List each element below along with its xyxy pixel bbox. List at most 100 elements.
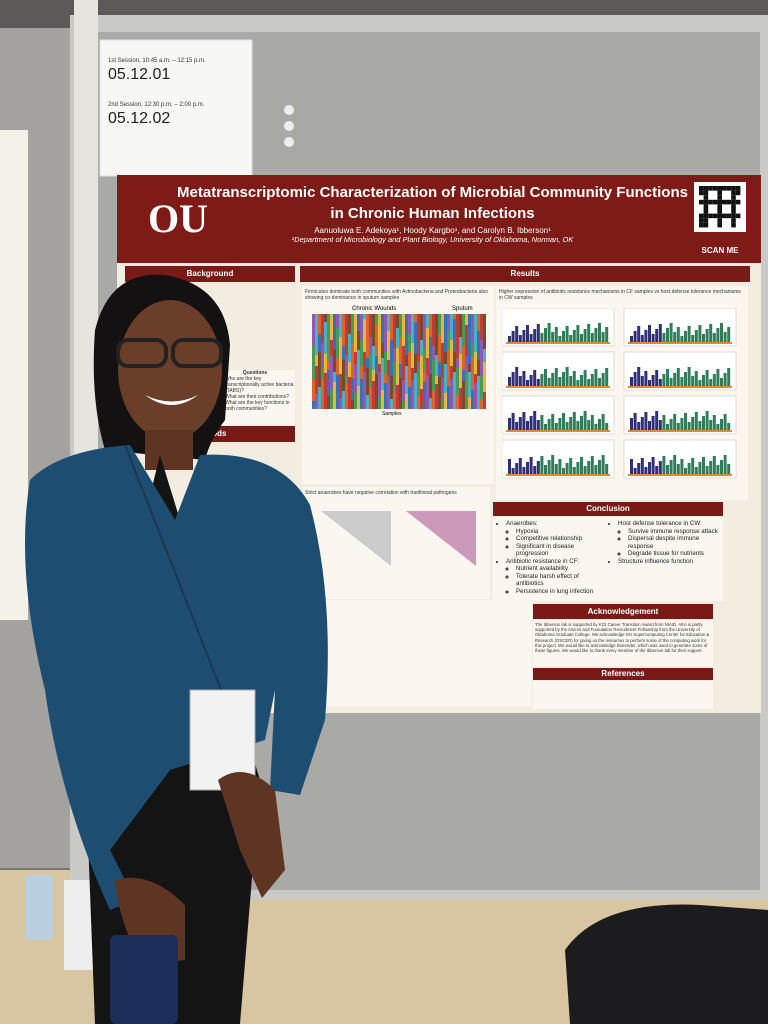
session-code: 05.12.01	[108, 66, 171, 83]
qr-cell	[699, 222, 704, 228]
figure-bar-piece	[480, 376, 483, 399]
mini-bar	[558, 459, 562, 474]
mini-bar	[551, 414, 555, 430]
mini-bar	[698, 380, 702, 386]
figure-bar-piece	[342, 360, 345, 391]
bag	[64, 880, 120, 970]
figure-bar-piece	[432, 346, 435, 360]
finding: Higher expression of antibiotic resistan…	[499, 289, 741, 301]
mini-bar	[705, 329, 709, 342]
mini-bar	[526, 421, 529, 430]
figure-bar-piece	[417, 314, 420, 361]
mini-bar	[580, 375, 583, 386]
mini-bar	[720, 323, 723, 342]
figure-bar-piece	[459, 354, 462, 388]
mini-bar	[680, 377, 684, 386]
figure-bar-piece	[483, 392, 486, 409]
mini-bar	[536, 324, 540, 342]
figure-grid	[502, 308, 737, 479]
qr-cell	[717, 186, 722, 191]
mini-bar	[590, 333, 594, 342]
mini-bar	[547, 460, 551, 474]
mini-bar	[633, 331, 637, 342]
mini-bar	[669, 460, 673, 474]
figure-bar-piece	[345, 376, 348, 384]
mini-bar	[648, 421, 651, 430]
figure-bar-piece	[435, 355, 438, 376]
chart-axis-label: Samples	[382, 411, 402, 417]
table-panel	[302, 600, 532, 706]
mini-bar	[684, 331, 687, 342]
figure-bar-piece	[468, 364, 471, 372]
question: Who are the key transcriptionally active…	[225, 376, 295, 394]
qr-cell	[699, 218, 704, 223]
mini-axis	[506, 386, 610, 388]
qr-cell	[699, 190, 704, 196]
qr-cell	[731, 213, 736, 219]
mini-bar	[712, 333, 716, 342]
figure-bar-piece	[321, 380, 324, 409]
qr-cell	[717, 190, 722, 196]
figure-bar-piece	[450, 340, 453, 366]
figure-bar-piece	[336, 314, 339, 328]
mini-bar	[594, 424, 598, 430]
qr-cell	[726, 186, 732, 191]
figure-bar-piece	[447, 386, 450, 409]
mini-bar	[684, 372, 687, 386]
qr-cell	[703, 218, 709, 223]
mini-bar	[565, 463, 569, 474]
mini-bar	[662, 333, 666, 342]
qr-cell	[717, 218, 722, 223]
figure-panel: Strict anaerobes have negative correlati…	[302, 487, 490, 599]
figure-bar-piece	[378, 397, 381, 409]
mini-bar	[533, 411, 537, 430]
conclusion-item: Host defense tolerance in CW:Survive imm…	[618, 520, 720, 558]
figure-bar-piece	[372, 370, 375, 381]
mini-bar	[554, 327, 558, 342]
question: What are the key functions in both commu…	[225, 400, 295, 412]
figure-bar-piece	[369, 388, 372, 409]
session-code: 05.12.02	[108, 110, 171, 127]
mini-axis	[506, 430, 610, 432]
figure-bar-piece	[423, 314, 426, 349]
mini-bar	[633, 468, 637, 474]
conclusion-sublist: Nutrient availabilityTolerate harsh effe…	[506, 565, 608, 595]
figure-bar-piece	[345, 384, 348, 409]
mini-bar	[547, 323, 551, 342]
conclusion-subitem: Nutrient availability	[516, 565, 608, 573]
figure-bar-piece	[387, 314, 390, 331]
figure-bar-piece	[441, 314, 444, 343]
figure-bar-piece	[351, 343, 354, 378]
mini-bar	[630, 418, 633, 430]
qr-cell	[708, 186, 713, 191]
conclusion-body: Anaerobes:HypoxiaCompetitive relationshi…	[493, 517, 723, 601]
figure-bar-piece	[408, 314, 411, 334]
mini-bar	[518, 335, 522, 342]
mini-bar	[644, 467, 648, 474]
conclusion-head: Antibiotic resistance in CF:	[506, 557, 580, 565]
figure-bar-piece	[405, 355, 408, 366]
mini-bar	[709, 420, 713, 430]
figure-bar-piece	[357, 331, 360, 350]
figure-bar-piece	[405, 366, 408, 394]
figure-bar-piece	[447, 350, 450, 386]
mini-bar	[569, 335, 573, 342]
mini-bar	[558, 377, 562, 386]
acknowledgement-text: The Ibberson lab is supported by K22 Car…	[533, 620, 713, 666]
figure-bar-piece	[399, 337, 402, 364]
chart-label: Chronic Wounds	[352, 306, 397, 312]
mini-bar	[594, 465, 598, 474]
qr-cell	[735, 199, 741, 205]
mini-bar	[565, 367, 569, 386]
figure-bar-piece	[396, 328, 399, 348]
figure-bar-piece	[366, 368, 369, 395]
mini-bar	[687, 422, 691, 430]
mini-bar	[727, 423, 731, 430]
figure-bar-piece	[375, 314, 378, 325]
figure-bar-piece	[408, 352, 411, 387]
conclusion-item: Structure influence function	[618, 558, 720, 566]
figure-bar-piece	[417, 361, 420, 370]
mini-bar	[702, 457, 705, 474]
mini-bar	[526, 462, 529, 474]
figure-bar-piece	[414, 314, 417, 322]
